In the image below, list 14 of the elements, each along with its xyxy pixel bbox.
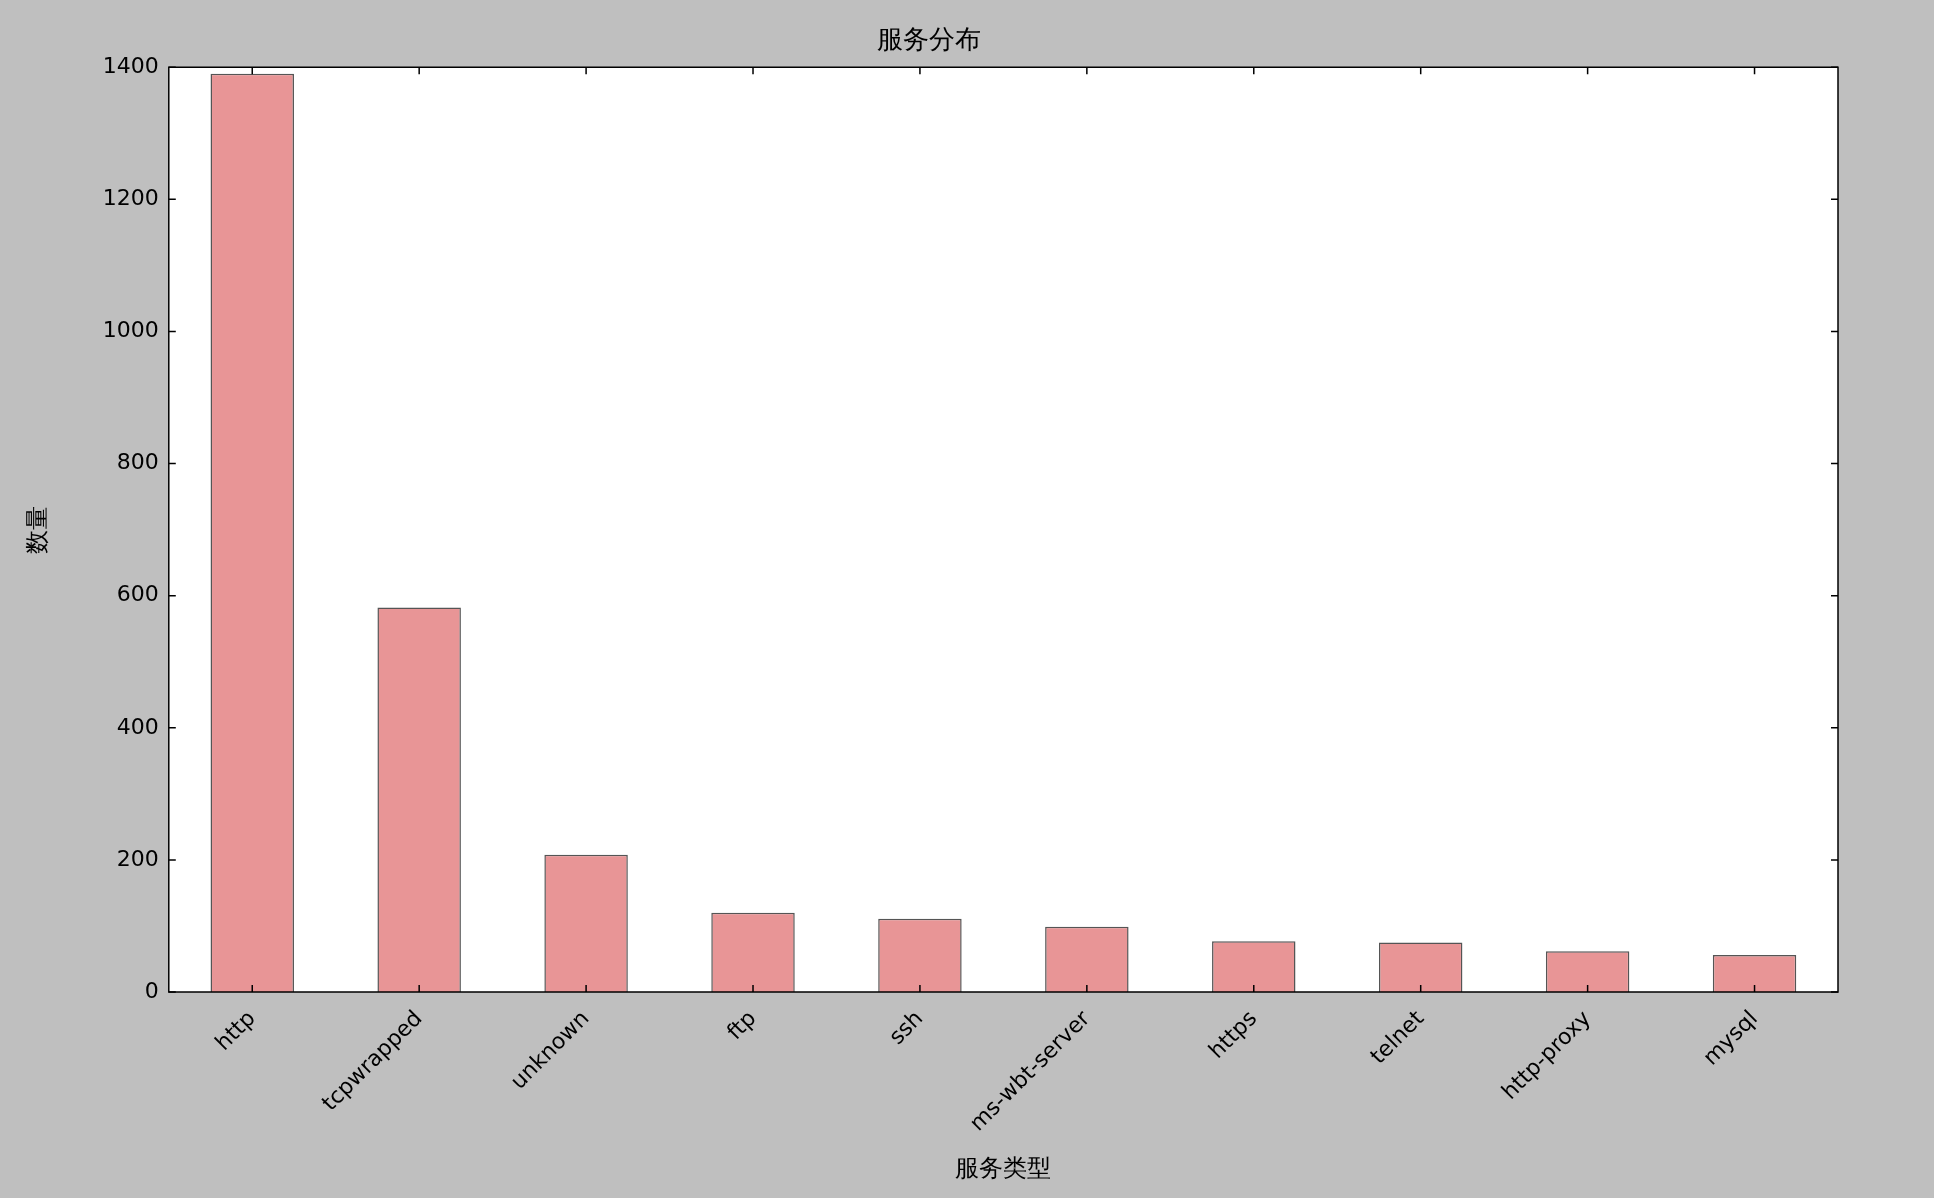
- y-tick-label: 0: [144, 977, 159, 1003]
- y-tick-label: 1200: [102, 185, 159, 211]
- x-tick-label: ftp: [721, 1005, 761, 1045]
- y-tick-label: 800: [116, 449, 159, 475]
- chart-title: 服务分布: [877, 24, 981, 55]
- y-tick-label: 400: [116, 713, 159, 739]
- y-axis-title: 数量: [22, 505, 51, 554]
- x-tick-label: ssh: [883, 1005, 928, 1050]
- y-tick-label: 600: [116, 581, 159, 607]
- x-tick-label: http: [210, 1005, 260, 1055]
- y-tick-label: 200: [116, 845, 159, 871]
- y-tick-label: 1000: [102, 317, 159, 343]
- y-tick-label: 1400: [102, 52, 159, 78]
- x-axis-title: 服务类型: [955, 1153, 1052, 1182]
